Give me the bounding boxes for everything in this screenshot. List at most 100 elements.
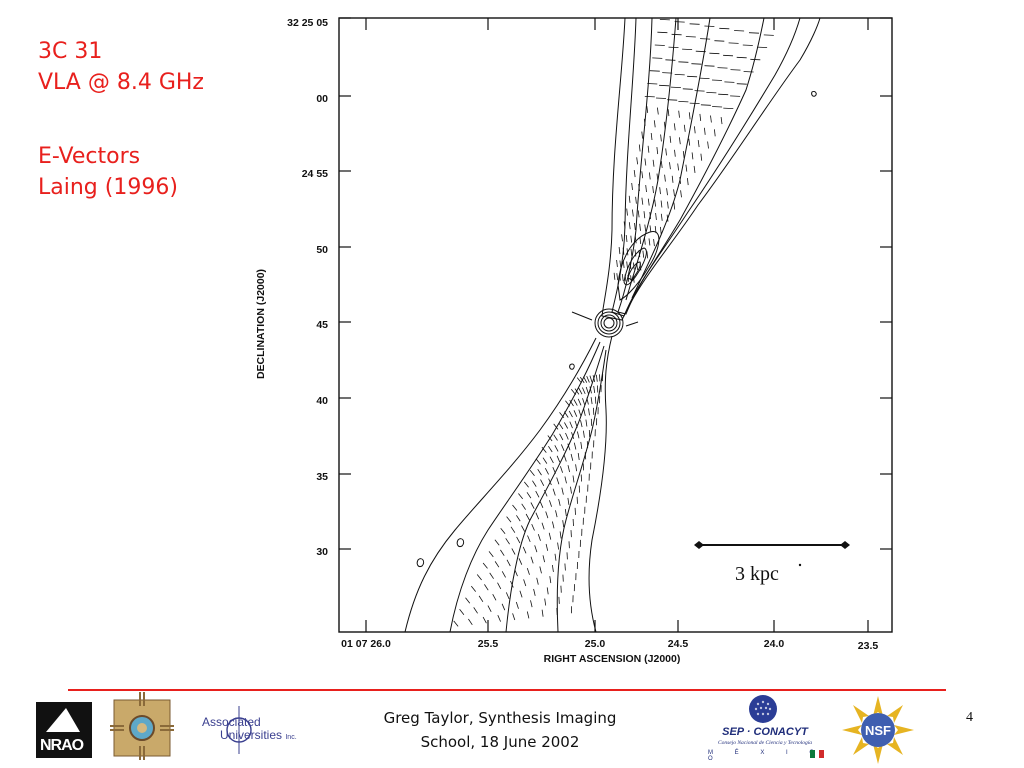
e-vector-dash <box>554 445 559 452</box>
e-vector-dash <box>530 502 535 509</box>
jet-contours <box>404 17 821 633</box>
e-vector-dash <box>628 222 631 230</box>
e-vector-dash <box>742 44 753 46</box>
e-vector-dash <box>706 92 717 94</box>
e-vector-dash <box>634 236 637 244</box>
e-vector-dash <box>628 195 631 203</box>
e-vector-dash <box>632 275 635 283</box>
e-vector-dash <box>530 556 534 564</box>
e-vector-dash <box>673 202 676 210</box>
e-vector-dash <box>685 164 688 172</box>
e-vector-dash <box>695 50 706 53</box>
e-vector-dash <box>505 592 510 600</box>
e-vector-dash <box>545 511 549 519</box>
page-number: 4 <box>966 710 973 725</box>
e-vector-dash <box>694 90 705 92</box>
e-vector-dash <box>638 183 640 192</box>
e-vector-dash <box>669 135 672 143</box>
e-vector-dash <box>518 558 523 565</box>
e-vector-dash <box>616 273 619 281</box>
e-vector-dash <box>565 400 571 407</box>
e-vector-dash <box>468 618 473 626</box>
e-vector-dash <box>623 221 626 229</box>
e-vector-dash <box>660 160 663 168</box>
e-vector-dash <box>588 408 590 416</box>
e-vector-dash <box>638 144 641 152</box>
e-vector-dash <box>590 397 593 405</box>
e-vector-dash <box>662 72 673 74</box>
e-vector-dash <box>497 615 501 622</box>
x-tick-labels: 01 07 26.0 25.5 25.0 24.5 24.0 23.5 <box>341 638 878 652</box>
zia-sun-logo <box>110 692 174 760</box>
e-vector-dash <box>500 549 505 556</box>
e-vector-dash <box>567 443 571 451</box>
e-vector-dash <box>649 212 651 220</box>
e-vector-dash <box>743 71 754 73</box>
e-vector-dash <box>699 113 702 121</box>
e-vector-dash <box>637 210 640 218</box>
e-vector-dash <box>529 470 535 477</box>
e-vector-dash <box>558 422 564 430</box>
e-vector-dash <box>682 88 693 90</box>
e-vector-dash <box>734 30 745 32</box>
e-vector-dash <box>670 86 681 88</box>
e-vector-dash <box>654 226 657 234</box>
e-vector-dash <box>674 74 685 76</box>
e-vector-dash <box>545 543 549 551</box>
e-vector-dash <box>494 539 500 546</box>
e-vector-dash <box>500 527 506 534</box>
e-vector-dash <box>653 239 655 247</box>
e-vector-dash <box>559 412 565 419</box>
e-vector-dash <box>453 620 459 627</box>
y-tick-label: 32 25 05 <box>287 17 328 29</box>
e-vector-dash <box>619 273 621 281</box>
e-vector-dash <box>548 532 552 540</box>
plot-frame <box>338 17 893 633</box>
footer-divider <box>68 689 946 691</box>
e-vector-dash <box>585 386 589 394</box>
e-vector-dash <box>523 579 527 587</box>
e-vector-dash <box>630 275 632 283</box>
scale-bar: 3 kpc <box>694 541 850 585</box>
mexico-flag-icon <box>810 750 825 758</box>
e-vector-dash <box>643 211 646 219</box>
e-vector-dash <box>660 200 663 208</box>
e-vector-dash <box>548 478 552 486</box>
e-vector-dash <box>630 248 633 256</box>
e-vector-dash <box>567 465 570 473</box>
e-vector-dash <box>644 158 647 166</box>
e-vector-dash <box>564 476 567 484</box>
e-vector-dash <box>709 52 720 55</box>
e-vector-dash <box>514 569 518 577</box>
e-vector-dash <box>680 190 682 198</box>
e-vector-dash <box>518 493 524 500</box>
e-vector-dash <box>618 247 621 255</box>
e-vector-dash <box>544 468 549 475</box>
title-line-1: 3C 31 <box>38 39 103 64</box>
e-vector-dash <box>682 48 693 50</box>
y-tick-label: 24 55 <box>302 168 328 180</box>
e-vector-dash <box>560 444 565 451</box>
associated-universities-logo: Associated Universities Inc. <box>202 700 306 760</box>
subtitle-line-1: E-Vectors <box>38 144 141 169</box>
e-vector-dash <box>714 40 725 42</box>
e-vector-dash <box>501 603 506 611</box>
e-vector-dash <box>552 521 555 529</box>
e-vector-dash <box>567 497 570 505</box>
e-vector-dash <box>644 224 647 232</box>
e-vector-dash <box>674 21 685 23</box>
e-vector-dash <box>665 59 676 61</box>
e-vector-dash <box>646 251 649 259</box>
e-vector-dash <box>595 374 598 382</box>
e-vector-dash <box>570 486 572 494</box>
e-vector-dash <box>546 587 549 595</box>
e-vector-dash <box>704 127 706 135</box>
e-vector-dash <box>677 163 679 171</box>
au-suffix: Inc. <box>285 734 297 741</box>
e-vector-dash <box>526 611 530 619</box>
e-vector-dash <box>660 134 662 142</box>
e-vector-dash <box>633 262 635 270</box>
e-vector-dash <box>497 582 502 590</box>
e-vector-dash <box>699 77 710 79</box>
e-vector-dash <box>613 272 616 280</box>
